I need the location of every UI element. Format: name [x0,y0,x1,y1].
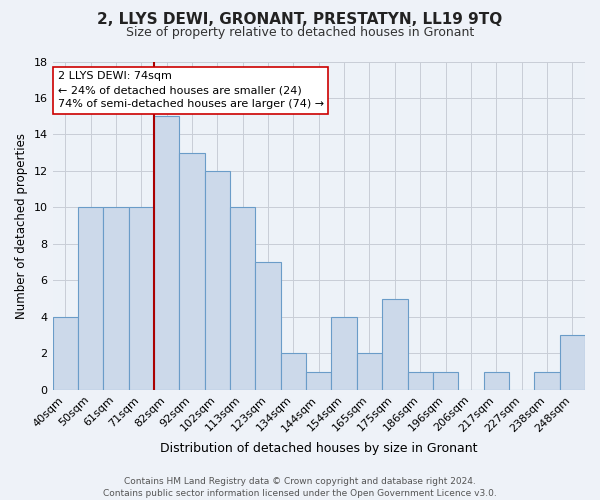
Bar [205,171,230,390]
Bar [357,354,382,390]
Bar [281,354,306,390]
Bar [331,317,357,390]
Y-axis label: Number of detached properties: Number of detached properties [15,132,28,318]
Bar [53,317,78,390]
Bar [382,298,407,390]
Bar [128,208,154,390]
Bar [78,208,103,390]
Bar [154,116,179,390]
Text: Size of property relative to detached houses in Gronant: Size of property relative to detached ho… [126,26,474,39]
Bar [407,372,433,390]
Bar [560,335,585,390]
Bar [179,152,205,390]
Bar [230,208,256,390]
Bar [484,372,509,390]
Bar [103,208,128,390]
Text: 2, LLYS DEWI, GRONANT, PRESTATYN, LL19 9TQ: 2, LLYS DEWI, GRONANT, PRESTATYN, LL19 9… [97,12,503,28]
Text: Contains HM Land Registry data © Crown copyright and database right 2024.
Contai: Contains HM Land Registry data © Crown c… [103,476,497,498]
Bar [534,372,560,390]
Bar [306,372,331,390]
Text: 2 LLYS DEWI: 74sqm
← 24% of detached houses are smaller (24)
74% of semi-detache: 2 LLYS DEWI: 74sqm ← 24% of detached hou… [58,72,324,110]
Bar [433,372,458,390]
X-axis label: Distribution of detached houses by size in Gronant: Distribution of detached houses by size … [160,442,478,455]
Bar [256,262,281,390]
